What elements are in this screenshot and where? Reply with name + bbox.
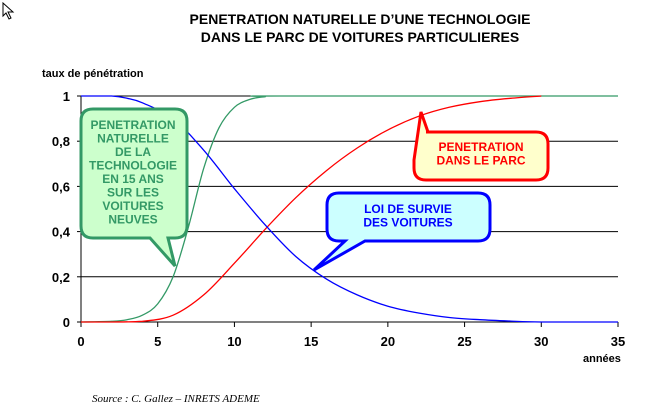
y-tick-label: 0,6 [52,179,70,194]
series-green-line [80,95,618,323]
mouse-cursor-icon [2,2,15,20]
x-axis-label: années [583,353,621,365]
callout-line: PENETRATION [90,118,175,132]
callout-line: EN 15 ANS [102,172,164,186]
chart: taux de pénétration 0 0,2 0,4 0,6 0,8 1 0 5 10 1… [42,68,625,365]
x-tick-label: 15 [304,334,318,349]
callout-line: NATURELLE [97,132,169,146]
callout-red: PENETRATION DANS LE PARC [412,111,550,182]
callout-line: NEUVES [108,213,157,227]
chart-title: PENETRATION NATURELLE D’UNE TECHNOLOGIE … [60,10,649,46]
callout-red-text: PENETRATION DANS LE PARC [436,140,525,168]
title-line-1: PENETRATION NATURELLE D’UNE TECHNOLOGIE [189,11,531,27]
y-tick-label: 0,8 [52,134,70,149]
series-blue-line [80,95,618,323]
series-red-line [81,95,542,323]
callout-blue: LOI DE SURVIE DES VOITURES [312,191,492,272]
callout-line: DANS LE PARC [436,154,525,168]
x-tick-label: 35 [611,334,625,349]
callout-line: TECHNOLOGIE [89,159,177,173]
source-note: Source : C. Gallez – INRETS ADEME [92,393,260,405]
title-line-2: DANS LE PARC DE VOITURES PARTICULIERES [200,29,520,45]
callout-line: DE LA [115,145,151,159]
x-tick-label: 25 [457,334,471,349]
x-tick-label: 0 [77,334,84,349]
y-tick-label: 0,4 [52,225,71,240]
y-tick-label: 1 [63,89,70,104]
callout-line: PENETRATION [438,140,523,154]
callout-line: VOITURES [102,199,163,213]
callout-line: DES VOITURES [363,216,452,230]
y-axis-label: taux de pénétration [42,68,144,80]
x-tick-label: 20 [381,334,395,349]
callout-line: LOI DE SURVIE [364,202,452,216]
y-tick-label: 0 [63,315,70,330]
callout-green-text: PENETRATION NATURELLE DE LA TECHNOLOGIE EN 1… [89,118,177,227]
callout-line: SUR LES [107,186,159,200]
callout-green: PENETRATION NATURELLE DE LA TECHNOLOGIE EN 1… [79,107,189,267]
callout-blue-text: LOI DE SURVIE DES VOITURES [363,202,452,230]
x-tick-label: 30 [534,334,548,349]
x-tick-label: 10 [227,334,241,349]
x-tick-label: 5 [154,334,161,349]
y-tick-label: 0,2 [52,270,70,285]
